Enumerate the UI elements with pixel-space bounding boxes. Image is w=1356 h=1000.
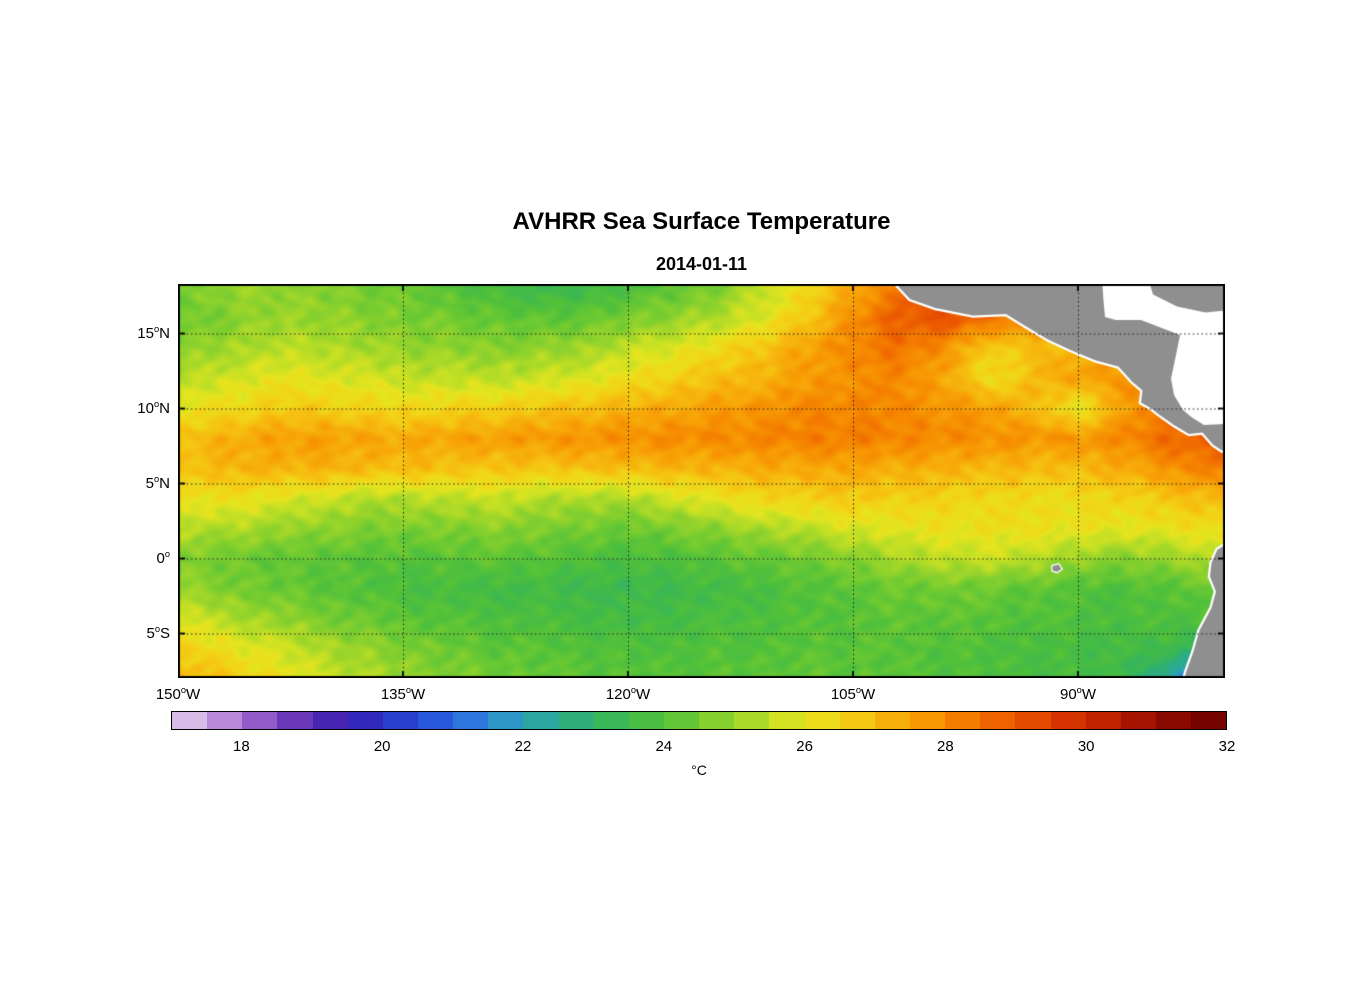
colorbar-segment (453, 712, 489, 729)
colorbar (171, 711, 1227, 730)
colorbar-segment (945, 712, 981, 729)
y-axis-tick-label: 0o (156, 548, 170, 567)
colorbar-segment (839, 712, 875, 729)
colorbar-tick-label: 26 (796, 738, 813, 755)
x-axis-tick-label: 150oW (155, 685, 201, 703)
x-axis-tick-label: 105oW (830, 685, 876, 703)
colorbar-segment (312, 712, 348, 729)
chart-date-subtitle: 2014-01-11 (655, 254, 748, 274)
sst-heatmap-canvas (178, 284, 1225, 678)
colorbar-segment (628, 712, 664, 729)
colorbar-segment (242, 712, 278, 729)
colorbar-segment (347, 712, 383, 729)
colorbar-segment (980, 712, 1016, 729)
colorbar-segment (382, 712, 418, 729)
colorbar-tick-label: 30 (1077, 738, 1095, 755)
colorbar-segment (417, 712, 454, 729)
y-axis-tick-label: 15oN (137, 323, 170, 342)
y-axis-tick-label: 5oN (145, 473, 170, 492)
colorbar-segment (699, 712, 735, 729)
colorbar-segment (172, 712, 208, 729)
colorbar-segment (488, 712, 524, 729)
colorbar-segment (1015, 712, 1051, 729)
colorbar-tick-label: 24 (655, 738, 673, 755)
colorbar-tick-label: 20 (373, 738, 391, 755)
colorbar-segment (1120, 712, 1156, 729)
colorbar-segment (1191, 712, 1227, 729)
x-axis-tick-label: 120oW (605, 685, 651, 703)
y-axis-tick-label: 10oN (137, 398, 170, 417)
colorbar-segment (277, 712, 313, 729)
colorbar-tick-label: 28 (937, 738, 954, 755)
colorbar-segment (874, 712, 910, 729)
colorbar-tick-label: 32 (1218, 738, 1236, 755)
y-axis-tick-label: 5oS (146, 623, 170, 642)
colorbar-tick-label: 22 (514, 738, 532, 755)
x-axis-tick-label: 90oW (1059, 685, 1097, 703)
colorbar-segment (663, 712, 700, 729)
x-axis-tick-label: 135oW (380, 685, 426, 703)
colorbar-segment (593, 712, 629, 729)
colorbar-segment (1085, 712, 1121, 729)
colorbar-segment (734, 712, 770, 729)
colorbar-segment (1155, 712, 1192, 729)
colorbar-segment (207, 712, 243, 729)
colorbar-segment (804, 712, 840, 729)
colorbar-segment (523, 712, 559, 729)
colorbar-segment (558, 712, 594, 729)
colorbar-segment (909, 712, 946, 729)
colorbar-tick-label: 18 (233, 738, 250, 755)
colorbar-segment (1050, 712, 1086, 729)
colorbar-unit-label: °C (691, 762, 707, 778)
chart-title: AVHRR Sea Surface Temperature (512, 208, 891, 235)
colorbar-segment (769, 712, 805, 729)
